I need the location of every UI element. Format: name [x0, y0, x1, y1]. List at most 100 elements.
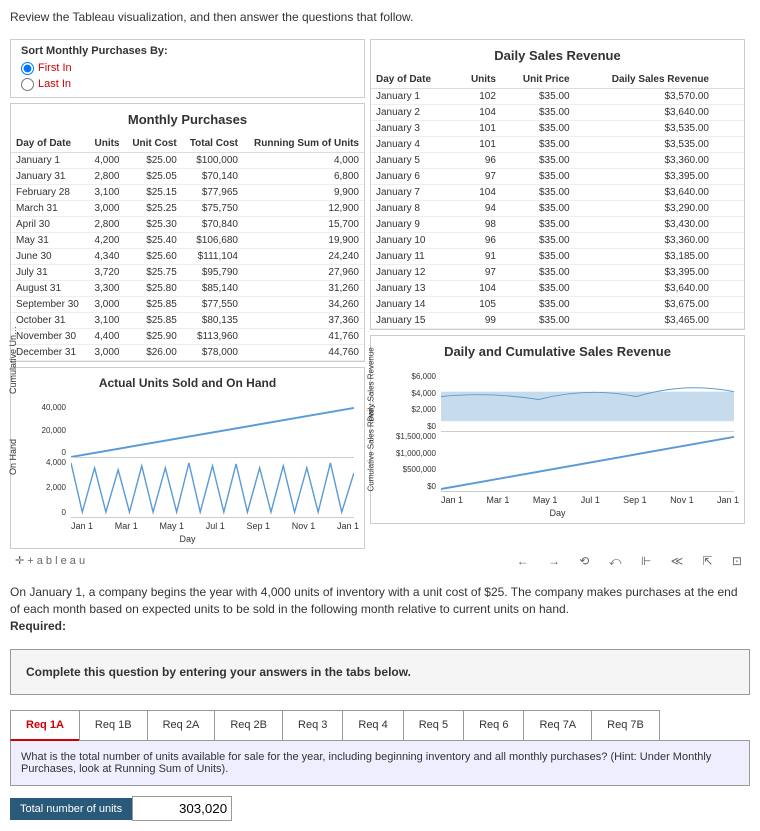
col-total: Total Cost: [182, 135, 243, 153]
tick: $1,000,000: [381, 449, 436, 458]
col-units: Units: [455, 71, 500, 89]
cumulative-axis-label: Cumulative Un…: [8, 326, 18, 394]
table-row: January 312,800$25.05$70,1406,800: [11, 169, 364, 185]
table-row: November 304,400$25.90$113,96041,760: [11, 329, 364, 345]
daily-rev-chart: $6,000 $4,000 $2,000 $0: [441, 372, 734, 432]
tick: $6,000: [381, 372, 436, 381]
col-rev: Daily Sales Revenue: [575, 71, 714, 89]
question-box: What is the total number of units availa…: [10, 740, 750, 786]
tableau-dashboard: Sort Monthly Purchases By: First In Last…: [10, 39, 750, 554]
table-row: June 304,340$25.60$111,10424,240: [11, 249, 364, 265]
tick: $0: [381, 422, 436, 431]
tab-req-2b[interactable]: Req 2B: [214, 710, 283, 741]
table-row: May 314,200$25.40$106,68019,900: [11, 233, 364, 249]
table-row: January 1102$35.00$3,570.00: [371, 89, 744, 105]
first-in-label: First In: [38, 60, 72, 76]
required-label: Required:: [10, 619, 66, 633]
tick: $2,000: [381, 405, 436, 414]
x-tick: Jan 1: [717, 495, 739, 505]
table-row: January 14105$35.00$3,675.00: [371, 297, 744, 313]
x-tick: Jan 1: [337, 521, 359, 531]
problem-description: On January 1, a company begins the year …: [10, 584, 750, 634]
tab-req-7b[interactable]: Req 7B: [591, 710, 660, 741]
table-row: September 303,000$25.85$77,55034,260: [11, 297, 364, 313]
answer-input[interactable]: [132, 796, 232, 821]
table-row: January 596$35.00$3,360.00: [371, 153, 744, 169]
table-row: January 4101$35.00$3,535.00: [371, 137, 744, 153]
col-price: Unit Price: [501, 71, 575, 89]
x-tick: Jul 1: [206, 521, 225, 531]
x-tick: Nov 1: [670, 495, 694, 505]
col-cost: Unit Cost: [124, 135, 181, 153]
table-row: August 313,300$25.80$85,14031,260: [11, 281, 364, 297]
table-row: July 313,720$25.75$95,79027,960: [11, 265, 364, 281]
table-row: January 1599$35.00$3,465.00: [371, 313, 744, 329]
tab-req-6[interactable]: Req 6: [463, 710, 524, 741]
x-tick: Sep 1: [623, 495, 647, 505]
answer-label: Total number of units: [10, 798, 132, 820]
last-in-label: Last In: [38, 76, 71, 92]
daily-title: Daily Sales Revenue: [371, 40, 744, 71]
monthly-title: Monthly Purchases: [11, 104, 364, 135]
tick: $1,500,000: [381, 432, 436, 441]
actual-units-panel: Actual Units Sold and On Hand Cumulative…: [10, 367, 365, 549]
col-date: Day of Date: [371, 71, 455, 89]
table-row: January 1096$35.00$3,360.00: [371, 233, 744, 249]
col-running: Running Sum of Units: [243, 135, 364, 153]
table-row: January 998$35.00$3,430.00: [371, 217, 744, 233]
actual-title: Actual Units Sold and On Hand: [11, 368, 364, 398]
table-row: January 13104$35.00$3,640.00: [371, 281, 744, 297]
x-tick: Jul 1: [581, 495, 600, 505]
tab-req-7a[interactable]: Req 7A: [523, 710, 592, 741]
monthly-table: Day of Date Units Unit Cost Total Cost R…: [11, 135, 364, 361]
tick: 0: [26, 508, 66, 517]
table-row: January 3101$35.00$3,535.00: [371, 121, 744, 137]
col-units: Units: [88, 135, 125, 153]
tick: 0: [26, 448, 66, 457]
cum-title: Daily and Cumulative Sales Revenue: [371, 336, 744, 367]
daily-table: Day of Date Units Unit Price Daily Sales…: [371, 71, 744, 329]
tick: 2,000: [26, 483, 66, 492]
daily-sales-panel: Daily Sales Revenue Day of Date Units Un…: [370, 39, 745, 330]
onhand-chart: 4,000 2,000 0: [71, 458, 354, 518]
col-date: Day of Date: [11, 135, 88, 153]
onhand-axis-label: On Hand: [8, 439, 18, 475]
x-tick: Jan 1: [441, 495, 463, 505]
tab-req-1a[interactable]: Req 1A: [10, 710, 80, 741]
cumulative-chart: 40,000 20,000 0: [71, 403, 354, 458]
tab-req-3[interactable]: Req 3: [282, 710, 343, 741]
table-row: October 313,100$25.85$80,13537,360: [11, 313, 364, 329]
tick: 4,000: [26, 458, 66, 467]
table-row: January 1297$35.00$3,395.00: [371, 265, 744, 281]
x-tick: Mar 1: [486, 495, 509, 505]
tick: 20,000: [26, 426, 66, 435]
sort-panel: Sort Monthly Purchases By: First In Last…: [10, 39, 365, 98]
x-tick: Sep 1: [246, 521, 270, 531]
tab-req-2a[interactable]: Req 2A: [147, 710, 216, 741]
tableau-toolbar[interactable]: ← → ⟲ ⤺ ⊩ ≪ ⇱ ⊡: [517, 554, 750, 569]
first-in-radio[interactable]: [21, 62, 34, 75]
tick: 40,000: [26, 403, 66, 412]
x-tick: Jan 1: [71, 521, 93, 531]
x-label: Day: [16, 534, 359, 544]
cum-rev-chart: $1,500,000 $1,000,000 $500,000 $0: [441, 432, 734, 492]
cum-rev-label: Cumulative Sales Reve…: [367, 400, 376, 491]
tableau-logo: ✛ + a b l e a u: [10, 554, 90, 569]
table-row: December 313,000$26.00$78,00044,760: [11, 345, 364, 361]
tab-req-1b[interactable]: Req 1B: [79, 710, 148, 741]
table-row: January 1191$35.00$3,185.00: [371, 249, 744, 265]
table-row: February 283,100$25.15$77,9659,900: [11, 185, 364, 201]
tab-req-5[interactable]: Req 5: [403, 710, 464, 741]
monthly-purchases-panel: Monthly Purchases Day of Date Units Unit…: [10, 103, 365, 362]
tab-req-4[interactable]: Req 4: [342, 710, 403, 741]
last-in-radio[interactable]: [21, 78, 34, 91]
tick: $0: [381, 482, 436, 491]
x-tick: Nov 1: [292, 521, 316, 531]
table-row: January 697$35.00$3,395.00: [371, 169, 744, 185]
table-row: January 894$35.00$3,290.00: [371, 201, 744, 217]
table-row: January 2104$35.00$3,640.00: [371, 105, 744, 121]
table-row: January 14,000$25.00$100,0004,000: [11, 153, 364, 169]
tick: $500,000: [381, 465, 436, 474]
x-tick: May 1: [533, 495, 558, 505]
table-row: April 302,800$25.30$70,84015,700: [11, 217, 364, 233]
